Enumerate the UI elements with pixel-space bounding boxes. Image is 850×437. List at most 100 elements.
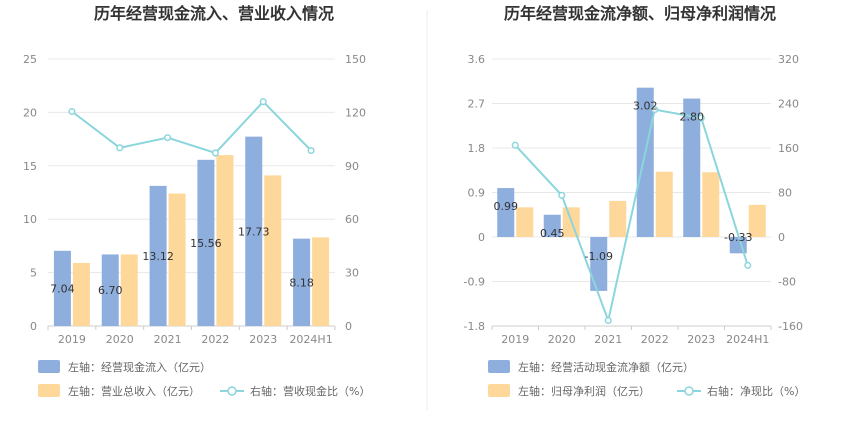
chart2-left-tick: -1.8 — [464, 320, 485, 333]
chart2-bar-data-label: -1.09 — [585, 250, 613, 263]
chart2-x-tick-label: 2019 — [501, 333, 529, 346]
chart1-ratio-line — [71, 100, 312, 155]
chart2-left-tick: 3.6 — [468, 53, 486, 66]
chart2-ratio-point — [558, 191, 566, 199]
chart2-bar-secondary — [655, 171, 673, 237]
chart2-right-tick: 80 — [778, 187, 792, 200]
chart1-bar-data-label: 7.04 — [50, 282, 75, 295]
chart1-bar-data-label: 8.18 — [289, 276, 314, 289]
chart1-right-tick: 0 — [345, 320, 352, 333]
chart1-bar-primary — [245, 136, 263, 326]
chart1-x-tick-label: 2020 — [106, 333, 134, 346]
chart2-legend-label: 右轴：净现比（%） — [707, 384, 805, 398]
chart2-x-tick-label: 2021 — [594, 333, 622, 346]
chart2-legend-swatch — [488, 384, 510, 397]
chart1-bar-secondary — [168, 193, 186, 326]
chart1-left-tick: 20 — [23, 106, 37, 119]
chart2-bar-data-label: 3.02 — [633, 100, 658, 113]
chart2-bar-primary — [590, 237, 608, 291]
chart1-legend-label: 左轴：经营现金流入（亿元） — [68, 360, 211, 374]
chart1-bar-primary — [101, 254, 119, 326]
chart2-title: 历年经营现金流净额、归母净利润情况 — [504, 4, 776, 23]
chart1-x-tick-label: 2019 — [58, 333, 86, 346]
chart2-legend-label: 左轴：经营活动现金流净额（亿元） — [518, 360, 694, 374]
chart1-bar-secondary — [216, 155, 234, 326]
chart2-ratio-point — [511, 141, 519, 149]
chart1-x-tick-label: 2024H1 — [289, 333, 332, 346]
chart1-ratio-point — [116, 144, 124, 152]
chart2-ratio-point — [651, 106, 659, 114]
chart1-right-tick: 120 — [345, 106, 366, 119]
chart1-right-tick: 30 — [345, 267, 359, 280]
chart1-x-tick-label: 2021 — [154, 333, 182, 346]
chart2-right-tick: 240 — [778, 98, 799, 111]
chart1-left-tick: 15 — [23, 160, 37, 173]
chart2-bar-primary — [497, 188, 515, 237]
chart2-bar-secondary — [516, 207, 534, 237]
chart2-bar-data-label: 2.80 — [680, 111, 705, 124]
chart1-bar-secondary — [312, 237, 330, 326]
chart1-bar-data-label: 6.70 — [98, 284, 123, 297]
chart2-legend-label: 左轴：归母净利润（亿元） — [518, 384, 650, 398]
chart2-bar-secondary — [748, 204, 766, 237]
chart2-ratio-line — [514, 108, 749, 324]
chart1-bar-data-label: 13.12 — [142, 250, 174, 263]
chart1-right-tick: 60 — [345, 213, 359, 226]
chart1-right-tick: 90 — [345, 160, 359, 173]
chart2-right-tick: 0 — [778, 231, 785, 244]
chart2-bar-primary — [683, 98, 701, 237]
chart1-legend-label: 左轴：营业总收入（亿元） — [68, 384, 200, 398]
chart2-x-tick-label: 2022 — [641, 333, 669, 346]
chart1-bar-primary — [53, 250, 71, 326]
chart1-bar-secondary — [72, 262, 90, 326]
chart1-left-tick: 0 — [30, 320, 37, 333]
chart1-right-tick: 150 — [345, 53, 366, 66]
chart2-bar-data-label: -0.33 — [724, 231, 752, 244]
chart1-x-tick-label: 2023 — [249, 333, 277, 346]
chart2-x-tick-label: 2023 — [687, 333, 715, 346]
chart2-right-tick: 320 — [778, 53, 799, 66]
chart1-bar-data-label: 17.73 — [238, 225, 270, 238]
chart1-left-tick: 10 — [23, 213, 37, 226]
chart1-bar-data-label: 15.56 — [190, 237, 222, 250]
chart2-left-tick: 0 — [478, 231, 485, 244]
chart2-legend-line-marker — [684, 386, 694, 396]
chart1-ratio-point — [211, 149, 219, 157]
chart1-x-tick-label: 2022 — [201, 333, 229, 346]
chart1-bar-primary — [293, 238, 311, 326]
chart2-left-tick: 1.8 — [468, 142, 486, 155]
chart1-bar-secondary — [264, 175, 282, 326]
chart1-ratio-point — [307, 146, 315, 155]
chart2-ratio-point — [744, 261, 752, 269]
chart2-ratio-point — [697, 114, 705, 122]
chart2-right-tick: -160 — [778, 320, 803, 333]
chart2-left-tick: 0.9 — [468, 187, 486, 200]
chart2-bar-data-label: 0.45 — [540, 227, 565, 240]
chart2-bar-primary — [636, 87, 654, 237]
chart1-ratio-point — [164, 134, 172, 142]
chart1-title: 历年经营现金流入、营业收入情况 — [94, 4, 334, 23]
chart2-x-tick-label: 2020 — [548, 333, 576, 346]
chart2-bar-secondary — [609, 200, 627, 237]
chart2-right-tick: -80 — [778, 276, 796, 289]
chart1-left-tick: 25 — [23, 53, 37, 66]
chart2-left-tick: 2.7 — [468, 98, 486, 111]
chart1-legend-label: 右轴：营收现金比（%） — [250, 384, 370, 398]
chart1-bar-secondary — [120, 254, 138, 326]
chart1-legend-line-marker — [227, 386, 237, 396]
chart2-ratio-point — [604, 316, 612, 324]
chart2-bar-secondary — [702, 172, 720, 237]
chart1-ratio-point — [259, 98, 267, 106]
chart2-left-tick: -0.9 — [464, 276, 485, 289]
chart1-bar-primary — [197, 159, 215, 326]
chart2-right-tick: 160 — [778, 142, 799, 155]
chart1-legend-swatch — [38, 360, 60, 373]
chart2-x-tick-label: 2024H1 — [726, 333, 769, 346]
chart2-bar-primary — [543, 214, 561, 237]
chart2-bar-data-label: 0.99 — [494, 200, 519, 213]
chart1-bar-primary — [149, 185, 167, 326]
chart1-ratio-point — [68, 107, 76, 116]
chart1-left-tick: 5 — [30, 267, 37, 280]
